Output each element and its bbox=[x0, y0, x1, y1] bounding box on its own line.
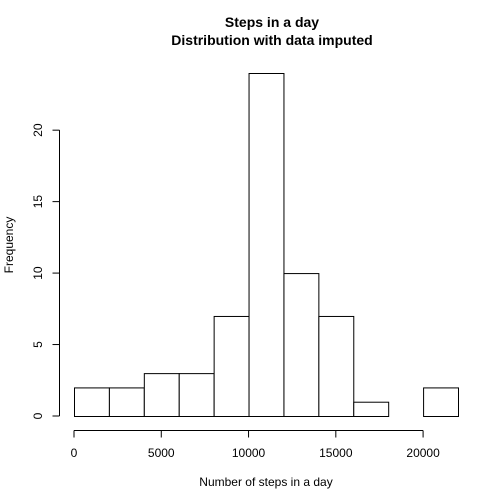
histogram-bar-1 bbox=[108, 387, 145, 417]
histogram-bar-3 bbox=[178, 373, 215, 417]
chart-title: Steps in a day bbox=[225, 14, 319, 30]
histogram-bar-10 bbox=[423, 387, 460, 417]
y-axis: 0 5 10 15 20 bbox=[31, 123, 60, 419]
x-tick-label-3: 15000 bbox=[319, 446, 353, 460]
x-tick-label-0: 0 bbox=[71, 446, 78, 460]
histogram-bar-4 bbox=[213, 315, 250, 418]
bars-group bbox=[74, 73, 460, 418]
x-axis-title: Number of steps in a day bbox=[199, 475, 332, 489]
histogram-bar-8 bbox=[353, 401, 390, 418]
x-tick-label-1: 5000 bbox=[148, 446, 175, 460]
chart-subtitle: Distribution with data imputed bbox=[171, 32, 372, 48]
y-tick-label-2: 10 bbox=[31, 266, 45, 280]
histogram-bar-7 bbox=[318, 315, 355, 418]
histogram-bar-6 bbox=[283, 273, 320, 418]
x-tick-label-4: 20000 bbox=[406, 446, 440, 460]
y-tick-label-4: 20 bbox=[31, 123, 45, 137]
y-tick-label-1: 5 bbox=[31, 341, 45, 348]
y-tick-label-0: 0 bbox=[31, 412, 45, 419]
histogram-bar-5 bbox=[248, 73, 285, 417]
x-axis: 0 5000 10000 15000 20000 bbox=[71, 430, 440, 460]
histogram-bar-0 bbox=[74, 387, 110, 417]
y-tick-label-3: 15 bbox=[31, 195, 45, 209]
y-axis-title: Frequency bbox=[2, 217, 16, 274]
x-tick-label-2: 10000 bbox=[232, 446, 266, 460]
histogram-bar-2 bbox=[143, 373, 180, 417]
